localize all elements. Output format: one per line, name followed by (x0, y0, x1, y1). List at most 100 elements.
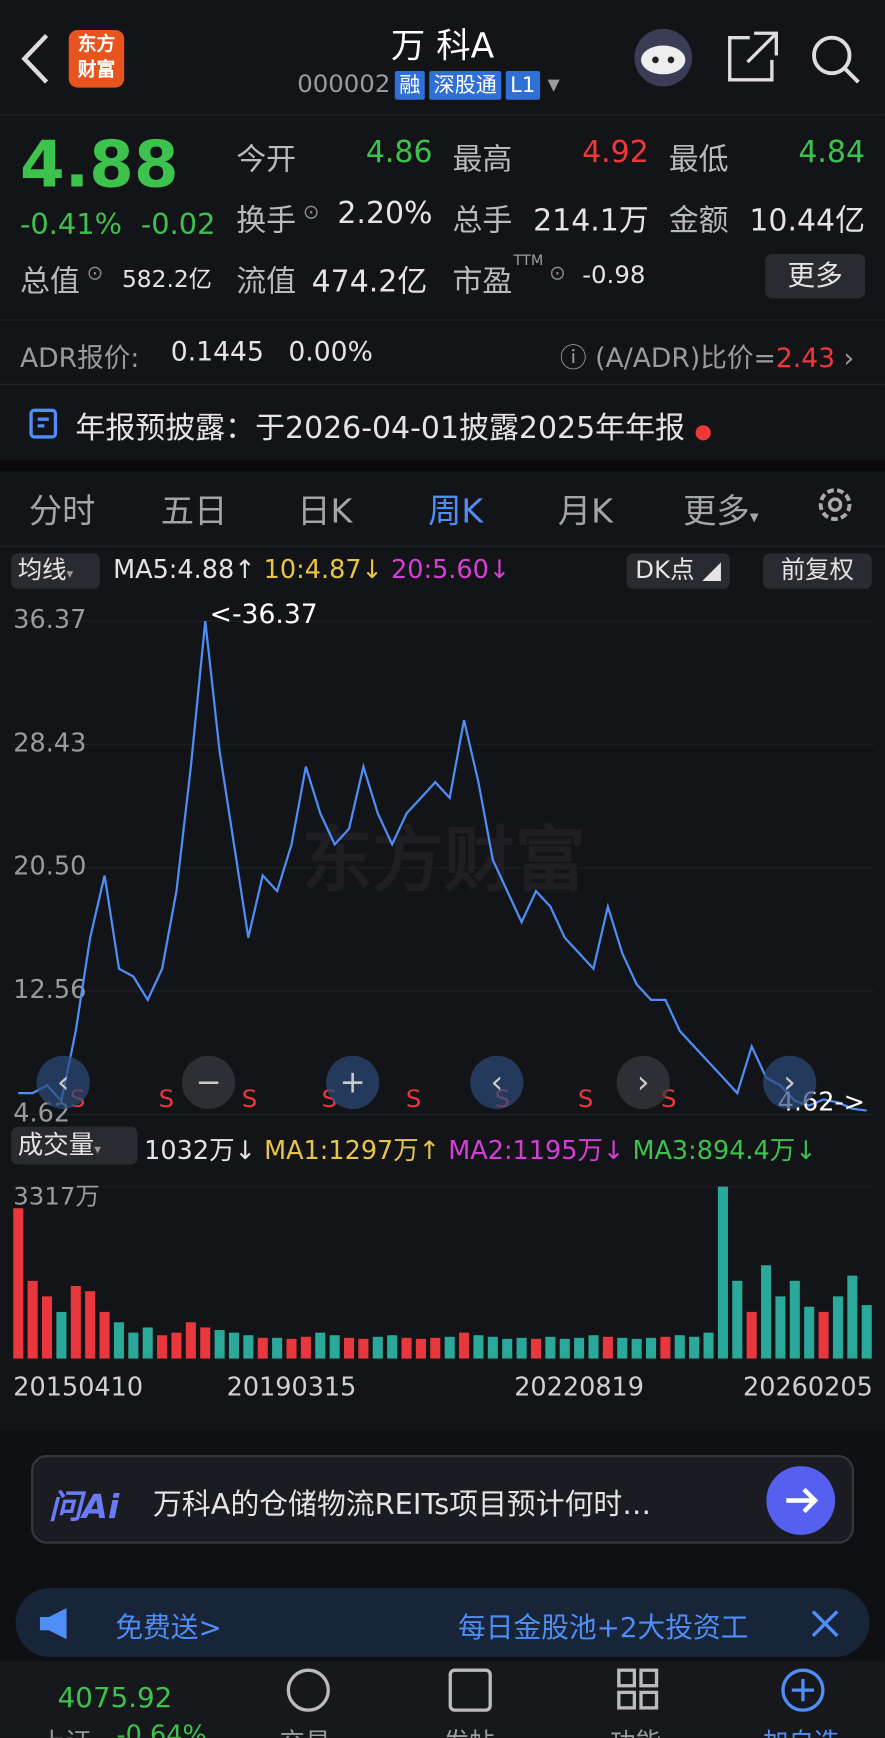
x-tick-label: 20220819 (514, 1372, 644, 1402)
volume-bar (861, 1305, 872, 1359)
nav-icons (286, 1668, 825, 1712)
volume-selector[interactable]: 成交量▾ (11, 1126, 138, 1165)
button-icon: + (340, 1065, 366, 1101)
price-line (18, 620, 867, 1112)
volume-bar (27, 1280, 38, 1359)
ai-send[interactable] (766, 1466, 836, 1535)
field-label: 市盈 (452, 265, 513, 300)
volume-bar (42, 1296, 53, 1359)
assistant-icon[interactable] (634, 28, 693, 87)
volume-bar (142, 1327, 153, 1359)
back-button[interactable] (16, 31, 56, 86)
tab[interactable]: 五日 (160, 492, 228, 532)
volume-bar (358, 1338, 369, 1359)
button-icon: › (637, 1065, 649, 1101)
adr-ratio: ⓘ (A/ADR)比价=2.43 › (560, 342, 855, 374)
change-pct: -0.41% (19, 208, 122, 242)
stock-title: 万 科A (390, 26, 495, 67)
dk-button[interactable]: DK点 ◢ (626, 553, 730, 589)
volume-bar (732, 1280, 743, 1359)
tab[interactable]: 日K (297, 492, 353, 532)
volume-bar (818, 1311, 829, 1359)
tab[interactable]: 分时 (28, 492, 96, 532)
ma-selector[interactable]: 均线▾ (11, 553, 100, 589)
ai-bar[interactable] (31, 1455, 854, 1544)
notice-label: 年报预披露： (75, 411, 256, 446)
volume-bar (689, 1336, 700, 1359)
x-tick-label: 20190315 (227, 1372, 357, 1402)
volume-bar (13, 1208, 24, 1359)
volume-bar (660, 1336, 671, 1359)
volume-bar (200, 1327, 211, 1359)
nav-item[interactable]: 发帖 (444, 1721, 495, 1738)
tab-active[interactable]: 周K (428, 492, 484, 532)
index-value: 4075.92 (57, 1681, 173, 1714)
code-line: 000002 融深股通 L1 ▾ (297, 70, 560, 100)
chart-nav-button[interactable]: › (763, 1055, 817, 1110)
banner-close[interactable] (810, 1608, 841, 1639)
post-icon[interactable] (448, 1668, 492, 1712)
func-icon[interactable] (617, 1668, 659, 1710)
share-icon[interactable] (728, 31, 778, 82)
chart-nav-button[interactable]: + (326, 1055, 380, 1110)
nav-item[interactable]: 功能 (610, 1721, 661, 1738)
field-value: 4.84 (798, 135, 866, 170)
tab[interactable]: 月K (557, 492, 613, 532)
more-button[interactable]: 更多 (765, 253, 866, 299)
button-icon: ‹ (57, 1065, 69, 1101)
volume-bar (502, 1338, 513, 1359)
button-bg (616, 1055, 670, 1110)
ma-item: MA1:1297万↑ (264, 1136, 441, 1166)
button-icon: › (783, 1065, 795, 1101)
volume-bar (286, 1338, 297, 1359)
search-icon[interactable] (812, 35, 860, 84)
add-icon[interactable] (781, 1668, 825, 1712)
trade-icon[interactable] (286, 1668, 330, 1712)
volume-bar (85, 1291, 96, 1359)
chart-nav-button[interactable]: − (181, 1055, 236, 1110)
app-logo: 东方 财富 (68, 29, 125, 88)
volume-bar (631, 1338, 642, 1359)
signal-marker: S (242, 1084, 257, 1113)
index-change: -0.64% (116, 1721, 207, 1738)
adr-price: 0.1445 (170, 336, 264, 368)
banner-left[interactable]: 免费送> (115, 1611, 222, 1644)
volume-bar (832, 1296, 843, 1359)
chart-nav-button[interactable]: › (616, 1055, 670, 1110)
settings-icon[interactable] (813, 482, 857, 526)
chart-nav-button[interactable]: ‹ (470, 1055, 524, 1110)
adjust-button[interactable]: 前复权 (763, 553, 872, 589)
banner-right[interactable]: 每日金股池+2大投资工 (458, 1611, 749, 1644)
volume-bar (516, 1337, 527, 1359)
banner-icon (39, 1608, 67, 1640)
tab[interactable]: 更多▾ (683, 492, 759, 532)
banner[interactable] (15, 1588, 870, 1657)
info-icon: ⊙ (548, 261, 566, 286)
ratio-value: 2.43 (775, 342, 836, 374)
nav-item[interactable]: 交易 (279, 1721, 330, 1738)
index-name: 上证 (40, 1721, 91, 1738)
signal-marker: S (578, 1084, 593, 1113)
y-tick-label: 28.43 (13, 728, 86, 758)
info-icon: ⊙ (86, 261, 104, 286)
field-value: 10.44亿 (749, 204, 866, 239)
field-label: 流值 (236, 265, 297, 300)
field-value: 214.1万 (533, 204, 649, 239)
volume-latest: 1032万↓ (144, 1136, 256, 1166)
field-value: -0.98 (582, 261, 646, 290)
volume-bar (761, 1265, 772, 1359)
button-bg (36, 1055, 90, 1110)
volume-bar (430, 1337, 441, 1359)
button-bg (181, 1055, 236, 1110)
button-bg (326, 1055, 380, 1110)
y-tick-label: 20.50 (13, 852, 86, 882)
price: 4.88 (19, 126, 179, 202)
volume-bar (387, 1335, 398, 1359)
nav-item[interactable]: 加自选 (763, 1721, 840, 1738)
ma-item: MA5:4.88↑ (113, 555, 256, 585)
notice[interactable]: 年报预披露：于2026-04-01披露2025年年报 ● (75, 411, 712, 446)
volume-bar (171, 1332, 182, 1359)
chart-nav-button[interactable]: ‹ (36, 1055, 90, 1110)
watermark: 东方财富 (302, 819, 586, 902)
